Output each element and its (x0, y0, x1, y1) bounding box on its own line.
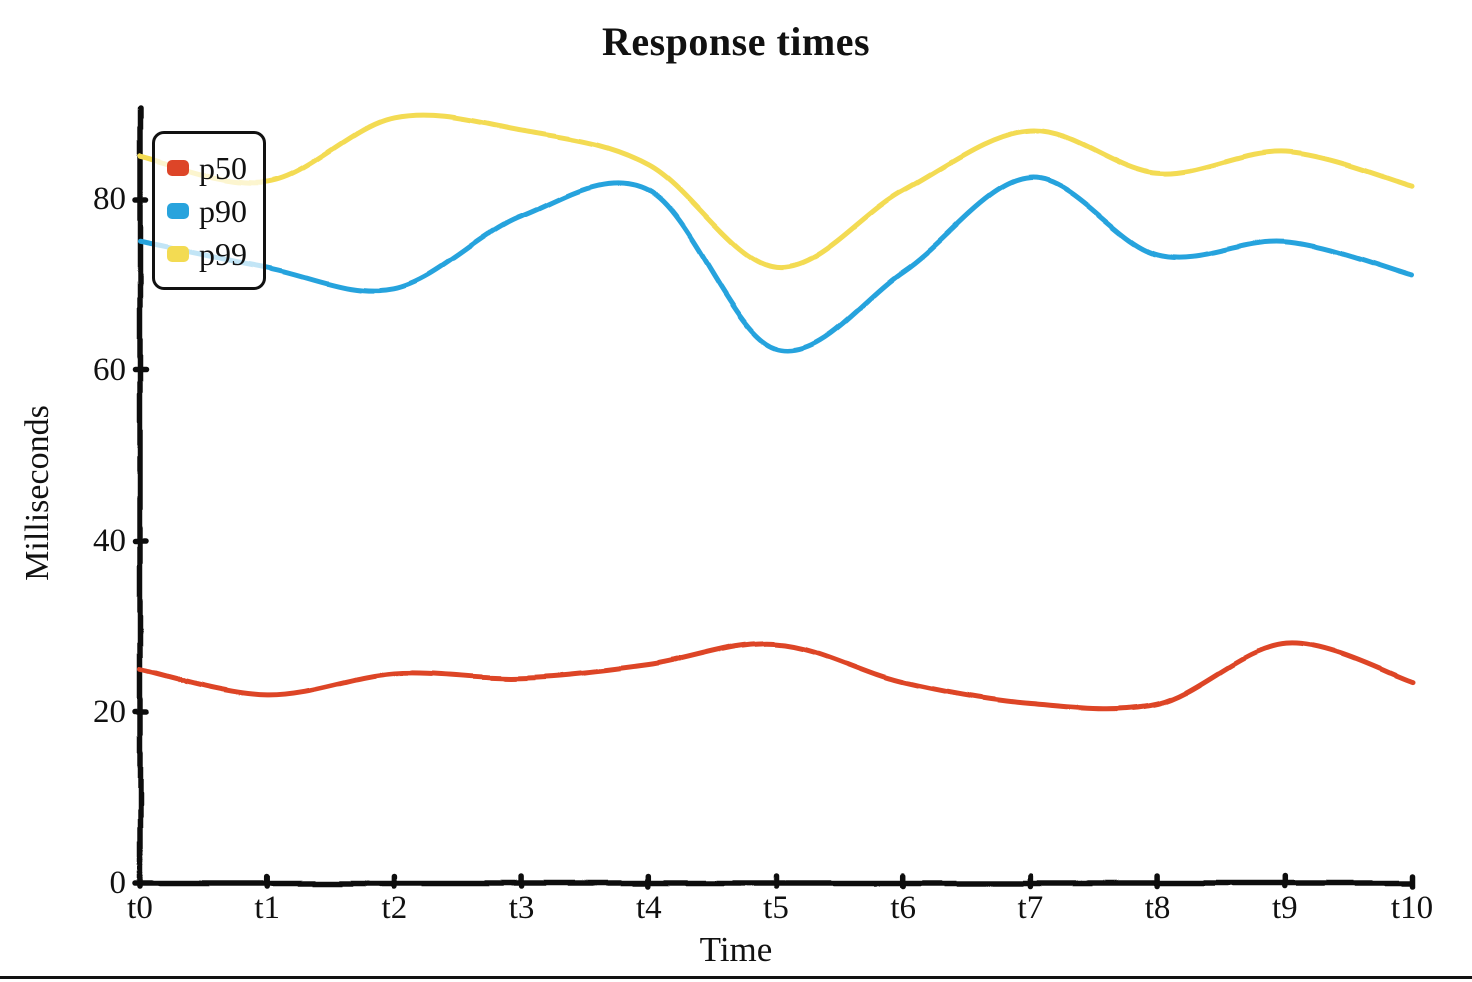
chart-title: Response times (601, 19, 871, 64)
x-tick-label-t5: t5 (763, 890, 789, 926)
legend: p50 p90 p99 (152, 131, 266, 290)
legend-item-p99: p99 (167, 232, 247, 275)
x-axis-label: Time (699, 930, 773, 969)
y-tick-label-80: 80 (93, 181, 126, 217)
legend-item-p90: p90 (167, 189, 247, 232)
axes (132, 105, 1415, 889)
series-line-p50 (137, 640, 1415, 712)
legend-item-p50: p50 (167, 146, 247, 189)
x-tick-label-t9: t9 (1271, 890, 1298, 926)
x-tick-label-t1: t1 (254, 890, 281, 926)
legend-swatch-p50 (167, 159, 189, 176)
x-tick-label-t7: t7 (1017, 890, 1044, 926)
x-tick-label-t6: t6 (890, 890, 917, 926)
series-line-p90 (137, 175, 1415, 353)
y-tick-label-40: 40 (93, 523, 126, 559)
x-tick-label-t3: t3 (508, 890, 535, 926)
x-tick-label-t10: t10 (1390, 890, 1434, 926)
legend-swatch-p90 (167, 202, 189, 219)
x-tick-label-t4: t4 (635, 890, 662, 926)
bottom-divider-line (0, 976, 1472, 979)
legend-label-p50: p50 (199, 149, 247, 186)
y-tick-label-60: 60 (93, 352, 126, 388)
y-axis-label: Milliseconds (19, 405, 56, 581)
x-tick-label-t0: t0 (127, 890, 153, 926)
y-tick-label-0: 0 (109, 865, 127, 901)
legend-swatch-p99 (167, 245, 189, 262)
legend-label-p99: p99 (199, 235, 247, 272)
series-line-p99 (137, 112, 1415, 270)
legend-label-p90: p90 (199, 192, 247, 229)
y-tick-label-20: 20 (93, 694, 126, 730)
x-tick-label-t8: t8 (1144, 890, 1171, 926)
x-tick-label-t2: t2 (381, 890, 408, 926)
